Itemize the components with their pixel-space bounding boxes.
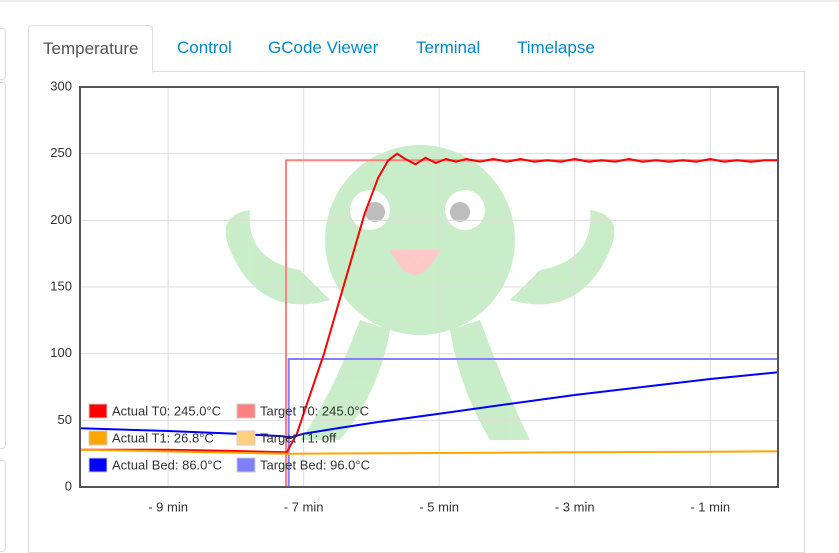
legend-label: Target Bed: 96.0°C [260,457,370,472]
tab[interactable]: GCode Viewer [268,38,379,57]
legend-swatch [88,457,108,473]
tab[interactable]: Temperature [28,25,154,73]
legend-swatch [88,430,108,446]
tab[interactable]: Timelapse [517,38,595,57]
x-tick-label: - 9 min [148,499,188,514]
legend-label: Target T1: off [260,430,337,445]
legend-label: Actual T1: 26.8°C [112,430,214,445]
legend-label: Target T0: 245.0°C [260,403,369,418]
legend-swatch [236,457,256,473]
x-tick-label: - 7 min [284,499,324,514]
y-tick-label: 150 [50,278,72,293]
y-tick-label: 0 [65,478,72,493]
y-tick-label: 200 [50,212,72,227]
legend-swatch [236,403,256,419]
x-tick-label: - 1 min [690,499,730,514]
legend-swatch [88,403,108,419]
y-tick-label: 300 [50,78,72,93]
top-bar [0,0,839,2]
x-tick-label: - 3 min [555,499,595,514]
y-tick-label: 100 [50,345,72,360]
tab[interactable]: Terminal [416,38,481,57]
watermark [225,145,615,440]
sidebar-edge [0,82,6,449]
plot-frame [79,86,779,488]
tab[interactable]: Control [177,38,232,57]
legend-swatch [236,430,256,446]
legend-label: Actual Bed: 86.0°C [112,457,222,472]
y-tick-label: 250 [50,145,72,160]
x-tick-label: - 5 min [419,499,459,514]
legend-label: Actual T0: 245.0°C [112,403,221,418]
series-line [79,448,779,455]
y-tick-label: 50 [58,412,72,427]
sidebar-edge [0,28,6,80]
series-line [80,152,778,454]
